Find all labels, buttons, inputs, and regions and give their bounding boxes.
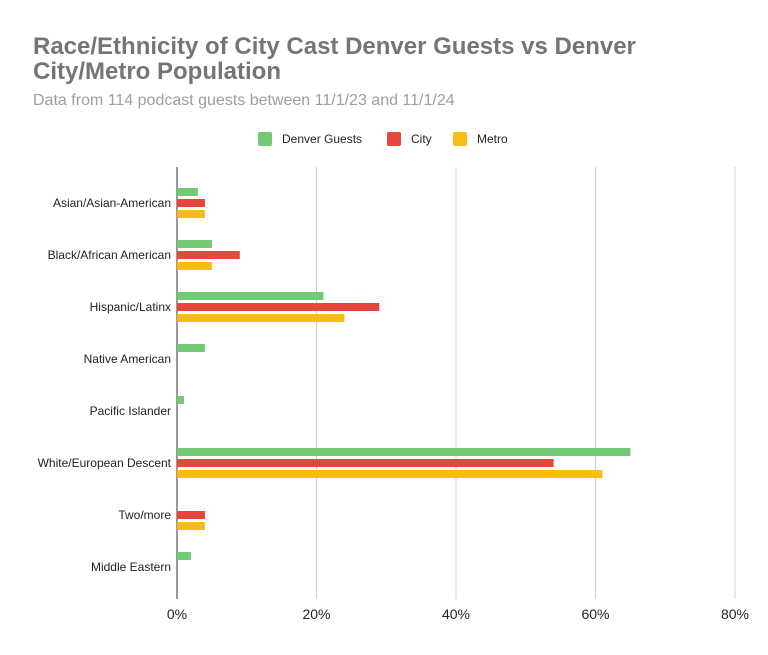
x-tick-label: 40% [442, 606, 470, 622]
bar [177, 396, 184, 404]
category-axis-labels: Asian/Asian-American Black/African Americ… [38, 196, 172, 574]
bar [177, 240, 212, 248]
category-label: Pacific Islander [90, 404, 171, 418]
category-label: White/European Descent [38, 456, 172, 470]
chart-subtitle: Data from 114 podcast guests between 11/… [33, 92, 455, 109]
x-tick-label: 80% [721, 606, 749, 622]
legend-swatch [387, 132, 401, 146]
x-tick-label: 20% [302, 606, 330, 622]
category-label: Black/African American [48, 248, 171, 262]
chart-legend: Denver Guests City Metro [258, 132, 508, 146]
bar [177, 262, 212, 270]
legend-label: Metro [477, 132, 508, 146]
bar [177, 448, 631, 456]
legend-label: Denver Guests [282, 132, 362, 146]
legend-label: City [411, 132, 432, 146]
bar [177, 251, 240, 259]
bar [177, 511, 205, 519]
category-label: Hispanic/Latinx [90, 300, 171, 314]
bar [177, 459, 554, 467]
bar [177, 210, 205, 218]
bar [177, 188, 198, 196]
bar [177, 552, 191, 560]
bar [177, 303, 380, 311]
category-label: Middle Eastern [91, 560, 171, 574]
chart-bars [177, 188, 631, 560]
legend-swatch [258, 132, 272, 146]
category-label: Asian/Asian-American [53, 196, 171, 210]
legend-swatch [453, 132, 467, 146]
bar [177, 344, 205, 352]
category-label: Two/more [118, 508, 171, 522]
bar [177, 314, 345, 322]
bar [177, 199, 205, 207]
x-tick-label: 0% [167, 606, 187, 622]
bar [177, 470, 603, 478]
value-axis-labels: 0% 20% 40% 60% 80% [167, 606, 749, 622]
chart-title: Race/Ethnicity of City Cast Denver Guest… [33, 33, 636, 85]
x-tick-label: 60% [581, 606, 609, 622]
bar [177, 522, 205, 530]
category-label: Native American [84, 352, 171, 366]
bar [177, 292, 324, 300]
chart-gridlines [176, 167, 736, 599]
